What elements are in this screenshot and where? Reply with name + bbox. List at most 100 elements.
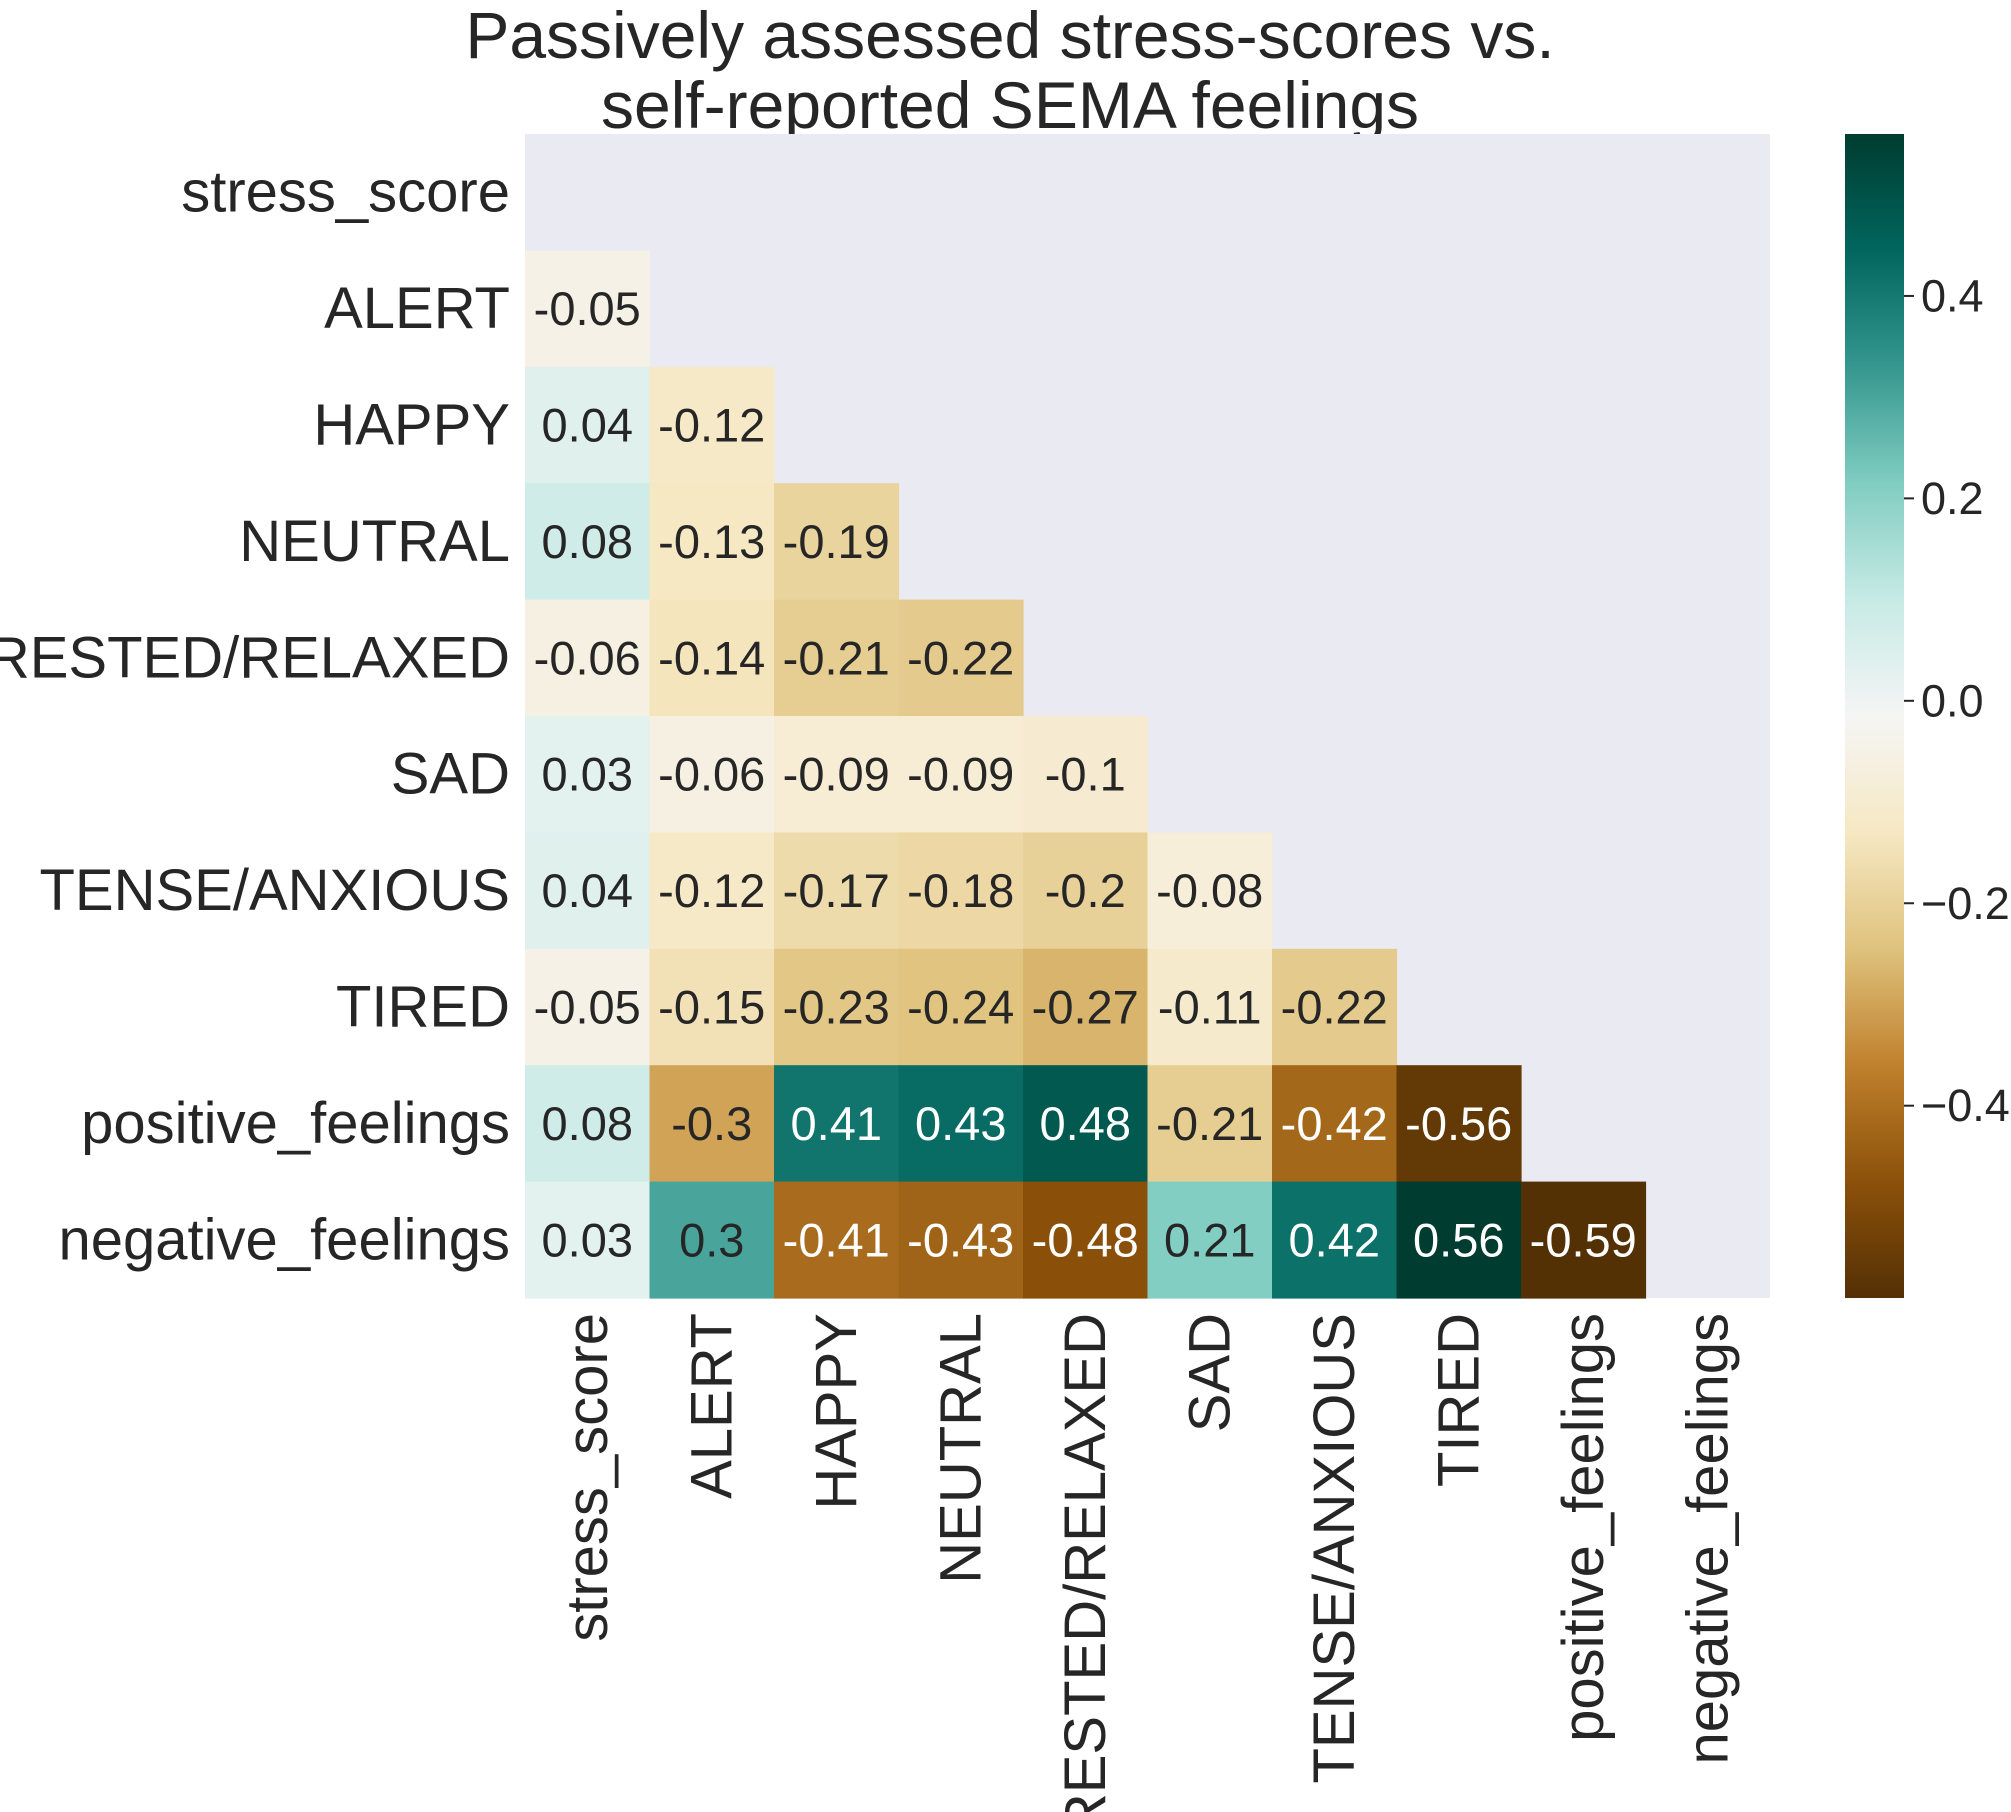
- heatmap-cell-positive-feelings-tense-anxious: [1272, 1065, 1398, 1183]
- y-tick-label-stress-score: stress_score: [181, 160, 510, 225]
- y-axis-tick-labels: stress_score ALERT HAPPY NEUTRAL RESTED/RELA…: [0, 160, 510, 1273]
- heatmap-cell-neutral-happy: [774, 483, 900, 601]
- heatmap-cell-negative-feelings-stress-score: [525, 1181, 651, 1299]
- x-tick-label-tired: TIRED: [1426, 1313, 1491, 1487]
- heatmap-cell-positive-feelings-stress-score: [525, 1065, 651, 1183]
- cell-value-label: 0.03: [542, 748, 633, 801]
- x-tick-label-stress-score: stress_score: [555, 1313, 620, 1642]
- heatmap-cell-tense-anxious-alert: [649, 832, 775, 950]
- cell-value-label: -0.13: [658, 515, 765, 568]
- chart-title-line-1: Passively assessed stress-scores vs.: [465, 0, 1554, 72]
- heatmap-cell-sad-happy: [774, 716, 900, 833]
- cell-value-label: -0.23: [783, 981, 890, 1034]
- cell-value-label: -0.24: [907, 981, 1014, 1034]
- cell-value-label: -0.09: [907, 748, 1014, 801]
- cell-value-label: -0.05: [534, 282, 641, 335]
- cell-value-label: -0.18: [907, 864, 1014, 917]
- colorbar-tick-label: 0.2: [1921, 473, 1984, 524]
- cell-value-label: 0.08: [542, 515, 633, 568]
- heatmap-cell-sad-rested-relaxed: [1023, 716, 1149, 833]
- heatmap-cell-tired-alert: [649, 948, 775, 1066]
- colorbar-tick-label: 0.0: [1921, 675, 1984, 726]
- chart-title: Passively assessed stress-scores vs. sel…: [465, 0, 1554, 142]
- heatmap-cell-sad-neutral: [898, 716, 1024, 833]
- heatmap-cell-tired-neutral: [898, 948, 1024, 1066]
- heatmap-cell-rested-relaxed-stress-score: [525, 599, 651, 717]
- x-tick-label-neutral: NEUTRAL: [928, 1313, 993, 1584]
- y-tick-label-alert: ALERT: [324, 276, 510, 341]
- heatmap-cell-neutral-alert: [649, 483, 775, 601]
- cell-value-label: -0.1: [1045, 748, 1126, 801]
- cell-value-label: -0.19: [783, 515, 890, 568]
- heatmap-cell-happy-alert: [649, 366, 775, 484]
- heatmap-cell-negative-feelings-rested-relaxed: [1023, 1181, 1149, 1299]
- heatmap-cell-positive-feelings-alert: [649, 1065, 775, 1183]
- heatmap-cell-tired-stress-score: [525, 948, 651, 1066]
- x-tick-label-sad: SAD: [1177, 1313, 1242, 1432]
- colorbar: [1845, 134, 1904, 1298]
- heatmap-cell-negative-feelings-tired: [1396, 1181, 1522, 1299]
- heatmap-cell-alert-stress-score: [525, 250, 651, 368]
- cell-value-label: -0.21: [783, 631, 890, 684]
- cell-value-label: 0.56: [1413, 1213, 1504, 1266]
- x-tick-label-happy: HAPPY: [804, 1313, 869, 1510]
- cell-value-label: 0.03: [542, 1213, 633, 1266]
- y-tick-label-neutral: NEUTRAL: [239, 509, 510, 574]
- cell-value-label: 0.41: [791, 1097, 882, 1150]
- heatmap-cell-tense-anxious-stress-score: [525, 832, 651, 950]
- x-tick-label-positive-feelings: positive_feelings: [1551, 1313, 1616, 1742]
- heatmap-cell-negative-feelings-sad: [1147, 1181, 1273, 1299]
- heatmap-cell-positive-feelings-rested-relaxed: [1023, 1065, 1149, 1183]
- y-tick-label-positive-feelings: positive_feelings: [81, 1091, 510, 1156]
- cell-value-label: -0.17: [783, 864, 890, 917]
- cell-value-label: 0.04: [542, 864, 633, 917]
- heatmap-cell-negative-feelings-positive-feelings: [1521, 1181, 1647, 1299]
- y-tick-label-happy: HAPPY: [313, 393, 510, 458]
- heatmap-cell-negative-feelings-neutral: [898, 1181, 1024, 1299]
- x-tick-label-alert: ALERT: [679, 1313, 744, 1499]
- cell-value-label: -0.08: [1156, 864, 1263, 917]
- cell-value-label: -0.15: [658, 981, 765, 1034]
- heatmap-cell-negative-feelings-happy: [774, 1181, 900, 1299]
- cell-value-label: -0.05: [534, 981, 641, 1034]
- cell-value-label: -0.48: [1032, 1213, 1139, 1266]
- cell-value-label: 0.3: [679, 1213, 744, 1266]
- cell-value-label: -0.27: [1032, 981, 1139, 1034]
- cell-value-label: -0.11: [1158, 981, 1262, 1034]
- heatmap-cell-rested-relaxed-alert: [649, 599, 775, 717]
- cell-value-label: 0.42: [1289, 1213, 1380, 1266]
- y-tick-label-tired: TIRED: [336, 975, 510, 1040]
- colorbar-tick-label: −0.4: [1921, 1080, 2010, 1131]
- cell-value-label: -0.21: [1156, 1097, 1263, 1150]
- heatmap-cell-negative-feelings-tense-anxious: [1272, 1181, 1398, 1299]
- heatmap-cell-positive-feelings-tired: [1396, 1065, 1522, 1183]
- cell-value-label: -0.09: [783, 748, 890, 801]
- cell-value-label: -0.3: [671, 1097, 752, 1150]
- cell-value-label: -0.43: [907, 1213, 1014, 1266]
- cell-value-label: -0.22: [1281, 981, 1388, 1034]
- cell-value-label: -0.22: [907, 631, 1014, 684]
- heatmap-cell-positive-feelings-neutral: [898, 1065, 1024, 1183]
- cell-value-label: -0.06: [534, 631, 641, 684]
- x-tick-label-rested-relaxed: RESTED/RELAXED: [1053, 1313, 1118, 1812]
- cell-value-label: -0.56: [1405, 1097, 1512, 1150]
- y-tick-label-tense-anxious: TENSE/ANXIOUS: [39, 858, 510, 923]
- heatmap-cell-tired-happy: [774, 948, 900, 1066]
- heatmap-cell-positive-feelings-sad: [1147, 1065, 1273, 1183]
- heatmap-cell-rested-relaxed-neutral: [898, 599, 1024, 717]
- cell-value-label: 0.21: [1164, 1213, 1255, 1266]
- heatmap-cell-tired-tense-anxious: [1272, 948, 1398, 1066]
- cell-value-label: 0.08: [542, 1097, 633, 1150]
- heatmap-cell-positive-feelings-happy: [774, 1065, 900, 1183]
- cell-value-label: -0.14: [658, 631, 765, 684]
- cell-value-label: -0.06: [658, 748, 765, 801]
- cell-value-label: 0.04: [542, 399, 633, 452]
- heatmap-cell-tense-anxious-happy: [774, 832, 900, 950]
- cell-value-label: -0.12: [658, 864, 765, 917]
- heatmap-cell-sad-alert: [649, 716, 775, 833]
- x-axis-tick-labels: stress_score ALERT HAPPY NEUTRAL RESTED/RELA…: [555, 1313, 1741, 1812]
- heatmap-cells: -0.05 0.04 -0.12 0.08 -0.13 -0.19 -0.06 -0.14 -0…: [525, 250, 1647, 1299]
- colorbar-ticks: 0.4 0.2 0.0 −0.2 −0.4: [1904, 270, 2010, 1131]
- x-tick-label-negative-feelings: negative_feelings: [1675, 1313, 1740, 1764]
